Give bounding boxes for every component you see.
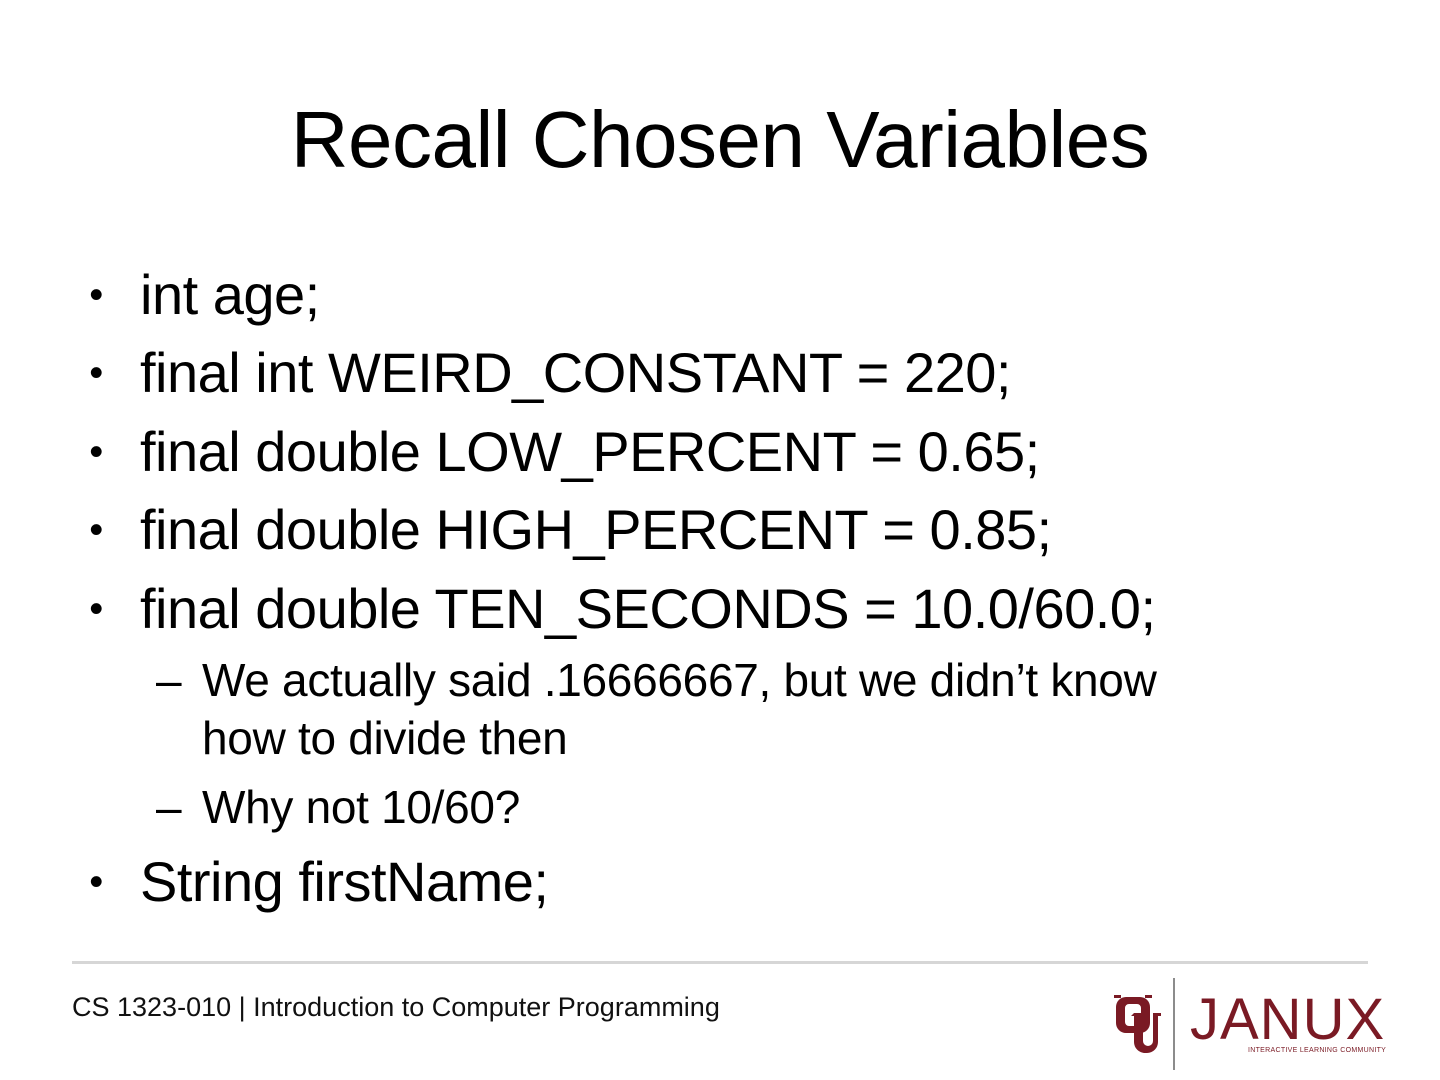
bullet-dot: •: [89, 430, 103, 474]
sub-bullet-text: how to divide then: [202, 712, 568, 764]
bullet-dot: •: [89, 351, 103, 395]
bullet-text: String firstName;: [140, 850, 549, 913]
sub-bullet-text: Why not 10/60?: [202, 781, 521, 833]
sub-bullet-dash: –: [156, 654, 182, 706]
bullet-list: • int age; • final int WEIRD_CONSTANT = …: [89, 263, 1157, 913]
sub-bullet-dash: –: [156, 781, 182, 833]
janux-tagline: INTERACTIVE LEARNING COMMUNITY: [1248, 1047, 1387, 1054]
janux-wordmark: JANUX: [1190, 987, 1386, 1052]
logo-separator: [1173, 978, 1175, 1070]
ou-logo-icon: [1114, 995, 1161, 1053]
bullet-text: final int WEIRD_CONSTANT = 220;: [140, 341, 1011, 404]
bullet-text: final double HIGH_PERCENT = 0.85;: [140, 498, 1052, 561]
bullet-dot: •: [89, 860, 103, 904]
bullet-text: final double TEN_SECONDS = 10.0/60.0;: [140, 577, 1156, 640]
bullet-dot: •: [89, 273, 103, 317]
footer-divider: [72, 961, 1368, 964]
bullet-text: final double LOW_PERCENT = 0.65;: [140, 420, 1040, 483]
bullet-text: int age;: [140, 263, 320, 326]
janux-logo: JANUX INTERACTIVE LEARNING COMMUNITY: [1112, 975, 1386, 1075]
bullet-dot: •: [89, 508, 103, 552]
slide-title: Recall Chosen Variables: [290, 95, 1150, 184]
sub-bullet-text: We actually said .16666667, but we didn’…: [202, 654, 1157, 706]
bullet-dot: •: [89, 587, 103, 631]
course-label: CS 1323-010 | Introduction to Computer P…: [72, 992, 720, 1022]
